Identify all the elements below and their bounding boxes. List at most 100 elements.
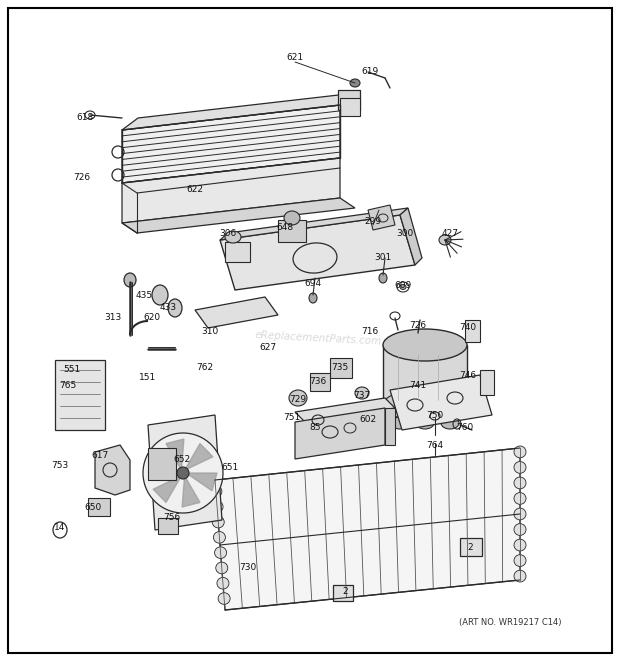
Polygon shape: [183, 444, 213, 473]
Text: 2: 2: [467, 543, 473, 553]
Text: 726: 726: [73, 173, 91, 182]
Text: 760: 760: [456, 424, 474, 432]
Polygon shape: [295, 408, 385, 459]
Polygon shape: [122, 198, 355, 233]
Ellipse shape: [152, 285, 168, 305]
Text: 762: 762: [197, 364, 213, 373]
Ellipse shape: [217, 578, 229, 589]
Circle shape: [143, 433, 223, 513]
Ellipse shape: [215, 547, 226, 559]
Ellipse shape: [225, 231, 241, 243]
Polygon shape: [148, 415, 222, 530]
Text: 741: 741: [409, 381, 427, 389]
Ellipse shape: [416, 417, 434, 429]
Ellipse shape: [355, 387, 369, 399]
Text: 621: 621: [286, 54, 304, 63]
Polygon shape: [95, 445, 130, 495]
Polygon shape: [122, 93, 356, 130]
Ellipse shape: [514, 492, 526, 504]
Polygon shape: [195, 297, 278, 328]
Text: 740: 740: [459, 323, 477, 332]
Text: (ART NO. WR19217 C14): (ART NO. WR19217 C14): [459, 617, 561, 627]
Text: 617: 617: [91, 451, 108, 459]
Text: 756: 756: [164, 514, 180, 522]
Text: 609: 609: [394, 280, 412, 290]
Bar: [460, 538, 482, 556]
Polygon shape: [390, 375, 492, 430]
Ellipse shape: [309, 293, 317, 303]
Text: 299: 299: [365, 217, 381, 227]
Polygon shape: [385, 408, 395, 445]
Ellipse shape: [383, 329, 467, 361]
Ellipse shape: [514, 508, 526, 520]
Text: 753: 753: [51, 461, 69, 469]
Polygon shape: [166, 439, 184, 473]
Text: 726: 726: [409, 321, 427, 329]
Polygon shape: [122, 158, 340, 223]
Text: 648: 648: [277, 223, 293, 233]
Ellipse shape: [350, 79, 360, 87]
Bar: [225, 242, 250, 262]
Ellipse shape: [177, 467, 189, 479]
Bar: [340, 98, 360, 116]
Text: 735: 735: [331, 364, 348, 373]
Text: 313: 313: [104, 313, 122, 323]
Polygon shape: [153, 473, 183, 502]
Ellipse shape: [514, 461, 526, 473]
Ellipse shape: [212, 516, 224, 528]
Polygon shape: [220, 208, 408, 240]
Ellipse shape: [289, 390, 307, 406]
Bar: [330, 358, 352, 378]
Bar: [278, 220, 306, 242]
Polygon shape: [182, 473, 200, 507]
Ellipse shape: [514, 446, 526, 458]
Text: 14: 14: [55, 524, 66, 533]
Ellipse shape: [210, 486, 222, 497]
Polygon shape: [400, 208, 422, 265]
Ellipse shape: [218, 593, 230, 604]
Ellipse shape: [441, 417, 459, 429]
Bar: [383, 345, 467, 405]
Text: 2: 2: [342, 588, 348, 596]
Ellipse shape: [514, 539, 526, 551]
Text: 433: 433: [159, 303, 177, 313]
Text: 751: 751: [283, 414, 301, 422]
Text: 729: 729: [290, 395, 306, 405]
Ellipse shape: [514, 570, 526, 582]
Text: 301: 301: [374, 254, 392, 262]
Ellipse shape: [514, 477, 526, 489]
Polygon shape: [122, 105, 340, 183]
Text: 627: 627: [259, 344, 277, 352]
Text: 310: 310: [202, 327, 219, 336]
Text: 737: 737: [353, 391, 371, 399]
Text: 306: 306: [219, 229, 237, 237]
Ellipse shape: [379, 273, 387, 283]
Ellipse shape: [124, 273, 136, 287]
Text: 151: 151: [140, 373, 157, 383]
Text: 619: 619: [361, 67, 379, 77]
Ellipse shape: [211, 501, 223, 512]
Text: 694: 694: [304, 278, 322, 288]
Polygon shape: [295, 398, 395, 422]
Polygon shape: [215, 448, 520, 610]
Bar: [158, 518, 178, 534]
Bar: [88, 498, 110, 516]
Ellipse shape: [284, 211, 300, 225]
Text: 765: 765: [60, 381, 77, 389]
Text: 736: 736: [309, 377, 327, 387]
Text: 750: 750: [427, 410, 444, 420]
Text: 300: 300: [396, 229, 414, 237]
Text: 716: 716: [361, 327, 379, 336]
Text: 620: 620: [143, 313, 161, 323]
Text: 652: 652: [174, 455, 190, 465]
Text: 551: 551: [63, 366, 81, 375]
Polygon shape: [220, 215, 415, 290]
Polygon shape: [55, 360, 105, 430]
Text: 746: 746: [459, 371, 477, 379]
Text: 435: 435: [135, 290, 153, 299]
Text: 85: 85: [309, 424, 321, 432]
Ellipse shape: [400, 284, 406, 290]
Bar: [465, 320, 480, 342]
Ellipse shape: [439, 235, 451, 245]
Polygon shape: [368, 205, 395, 230]
